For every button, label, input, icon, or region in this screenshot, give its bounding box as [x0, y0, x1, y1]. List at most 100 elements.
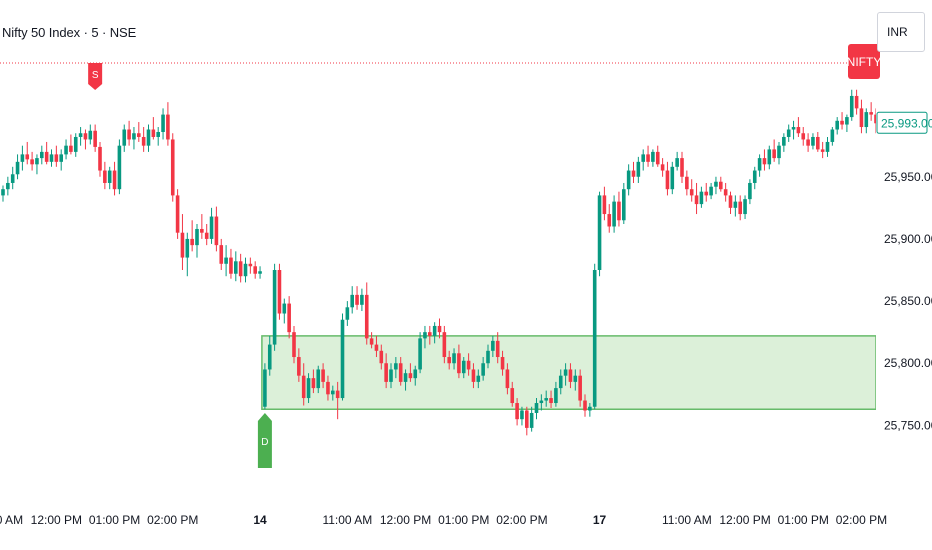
x-axis-day-label: 17: [593, 513, 607, 527]
candle-body: [481, 363, 485, 376]
candle-body: [840, 120, 844, 125]
candle-body: [350, 294, 354, 308]
candle-body: [835, 120, 839, 130]
y-tick-label: 25,850.00: [884, 294, 932, 308]
x-tick-label: 12:00 PM: [719, 513, 770, 527]
candle-body: [311, 378, 316, 389]
candle-body: [709, 186, 713, 196]
candle-body: [30, 159, 34, 165]
candle-body: [762, 158, 767, 165]
candle-body: [335, 390, 340, 399]
candle-body: [297, 357, 301, 376]
candle-body: [277, 270, 282, 314]
candle-body: [452, 353, 456, 364]
candle-body: [520, 410, 524, 420]
candle-body: [757, 158, 762, 171]
candle-body: [714, 181, 718, 187]
candle-body: [544, 398, 548, 401]
candle-body: [132, 133, 136, 140]
candle-body: [209, 216, 214, 239]
candle-body: [408, 373, 413, 379]
candle-body: [500, 357, 505, 370]
candle-body: [316, 369, 321, 389]
candle-body: [229, 257, 233, 274]
candle-body: [869, 112, 873, 115]
candle-body: [437, 325, 442, 333]
candle-body: [680, 158, 684, 177]
candle-body: [195, 228, 199, 246]
candle-body: [660, 164, 665, 171]
candle-body: [78, 133, 83, 137]
y-tick-label: 25,750.00: [884, 418, 932, 432]
candle-body: [137, 133, 141, 137]
candle-body: [200, 228, 204, 233]
candle-body: [93, 130, 97, 147]
candle-body: [403, 373, 408, 382]
currency-label: INR: [887, 25, 908, 39]
symbol-title[interactable]: Nifty 50 Index · 5 · NSE: [2, 25, 137, 40]
candle-body: [612, 201, 616, 227]
candle-body: [59, 154, 63, 162]
candle-body: [617, 201, 621, 221]
candle-body: [331, 390, 335, 395]
candle-body: [413, 369, 418, 379]
x-tick-label: 11:00 AM: [662, 513, 712, 527]
candle-body: [161, 114, 165, 132]
candle-body: [854, 95, 859, 109]
candle-body: [864, 112, 869, 128]
x-tick-label: 11:00 AM: [322, 513, 372, 527]
x-tick-label: 02:00 PM: [836, 513, 887, 527]
candle-body: [287, 303, 291, 333]
candle-body: [267, 344, 272, 370]
candle-body: [704, 191, 709, 196]
candle-body: [859, 108, 864, 128]
candle-body: [471, 369, 476, 382]
candle-body: [389, 369, 393, 382]
currency-selector[interactable]: INR: [877, 12, 925, 52]
candle-body: [25, 154, 30, 160]
candle-body: [103, 170, 107, 183]
candle-body: [301, 375, 306, 399]
x-tick-label: 11:00 AM: [0, 513, 23, 527]
candle-body: [151, 129, 156, 137]
candle-body: [360, 294, 364, 305]
candle-body: [321, 369, 325, 382]
candle-body: [69, 145, 73, 152]
candle-body: [641, 154, 645, 162]
candle-body: [563, 369, 568, 376]
candle-body: [54, 154, 59, 162]
x-tick-label: 01:00 PM: [778, 513, 829, 527]
candle-body: [457, 353, 461, 374]
candle-body: [35, 158, 39, 165]
y-tick-label: 25,950.00: [884, 170, 932, 184]
candle-body: [699, 191, 704, 205]
candle-body: [20, 154, 25, 162]
demand-marker: [257, 413, 272, 468]
candle-body: [428, 332, 432, 336]
candle-body: [73, 136, 78, 152]
candle-body: [64, 145, 68, 155]
candle-body: [738, 201, 742, 215]
x-tick-label: 01:00 PM: [438, 513, 489, 527]
candle-body: [466, 360, 471, 370]
candle-body: [6, 182, 10, 190]
candle-body: [646, 154, 650, 162]
supply-marker-label: S: [92, 70, 99, 81]
candle-body: [175, 195, 180, 233]
candle-body: [127, 129, 131, 140]
candle-body: [345, 307, 350, 320]
candle-body: [418, 338, 422, 370]
candle-body: [806, 139, 810, 146]
candle-body: [326, 381, 330, 395]
candle-body: [510, 388, 515, 404]
candle-body: [219, 245, 224, 264]
candle-body: [592, 270, 597, 407]
candle-body: [238, 261, 243, 277]
current-price-label: 25,993.00: [881, 116, 932, 130]
symbol-badge-label: NIFTY: [847, 55, 882, 69]
candle-body: [588, 406, 592, 411]
candle-body: [156, 132, 160, 137]
candle-body: [752, 170, 757, 183]
candle-body: [384, 363, 388, 382]
